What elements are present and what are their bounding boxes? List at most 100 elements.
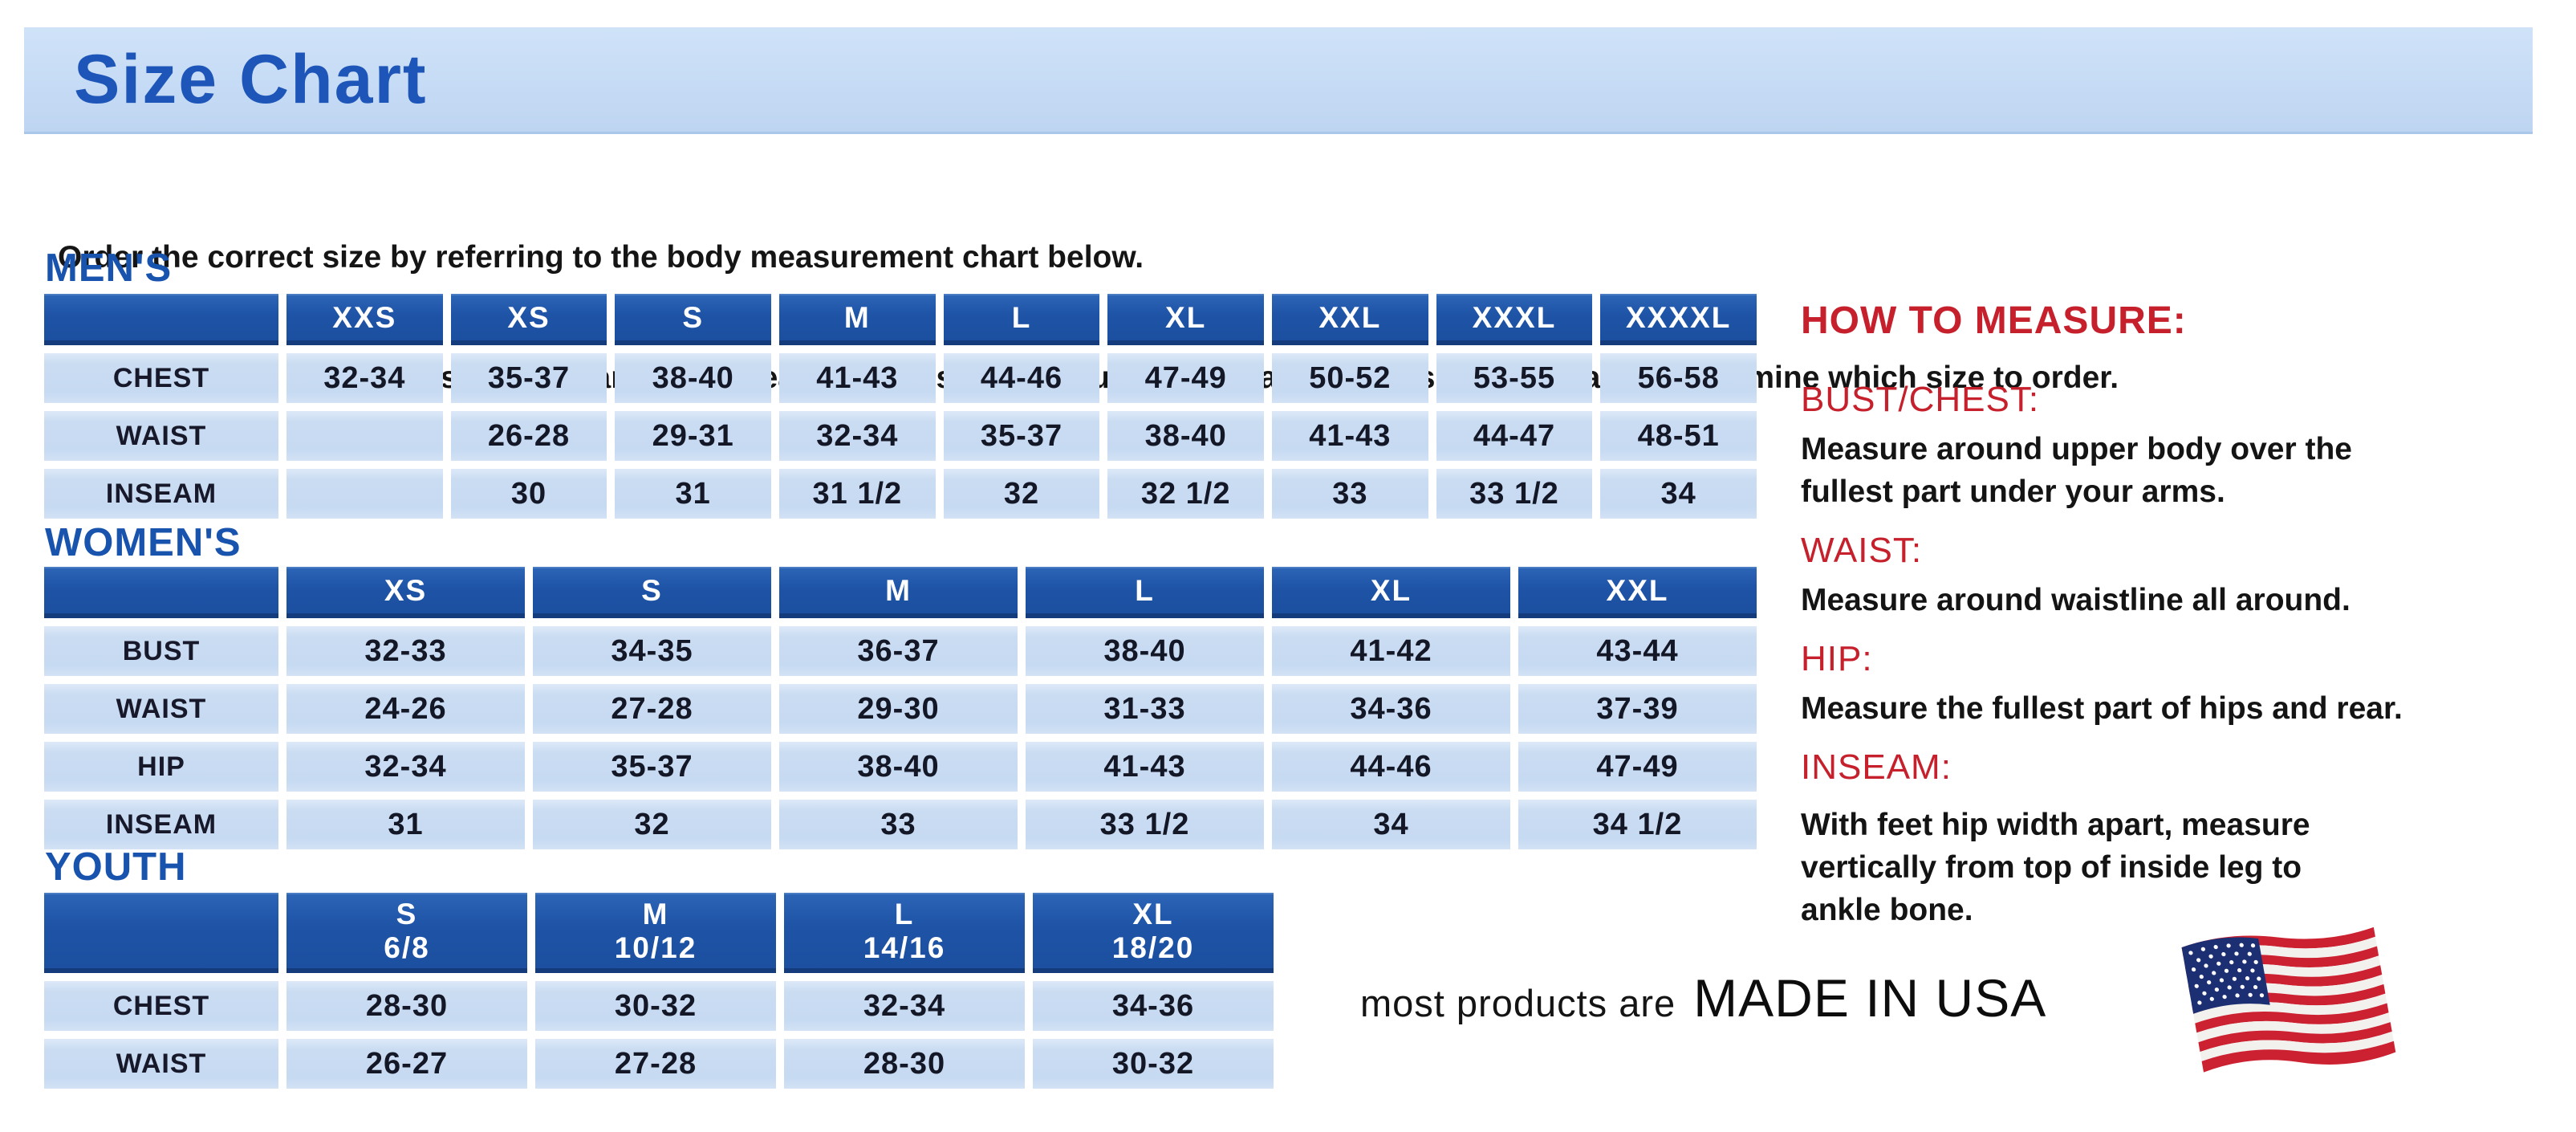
measure-label: WAIST: xyxy=(1801,531,1923,570)
table-corner-cell xyxy=(44,294,278,345)
column-header: M 10/12 xyxy=(535,893,776,973)
size-cell: 33 xyxy=(1272,469,1428,519)
size-cell: 37-39 xyxy=(1518,684,1757,734)
page-title: Size Chart xyxy=(74,40,428,118)
size-cell: 28-30 xyxy=(784,1039,1025,1089)
size-cell: 32 xyxy=(943,469,1100,519)
size-cell: 53-55 xyxy=(1436,353,1593,403)
size-cell: 47-49 xyxy=(1107,353,1264,403)
size-cell: 34 xyxy=(1600,469,1757,519)
measure-label: INSEAM: xyxy=(1801,747,1952,787)
made-in-usa-line: most products are MADE IN USA xyxy=(1360,967,2046,1028)
column-header: M xyxy=(779,294,936,345)
size-cell xyxy=(286,411,443,461)
title-banner: Size Chart xyxy=(24,27,2533,134)
size-cell: 38-40 xyxy=(1107,411,1264,461)
size-cell: 27-28 xyxy=(533,684,771,734)
size-cell: 44-46 xyxy=(1272,742,1510,792)
size-cell: 41-43 xyxy=(1272,411,1428,461)
size-cell: 34-36 xyxy=(1272,684,1510,734)
size-cell: 34 xyxy=(1272,800,1510,849)
size-cell: 24-26 xyxy=(286,684,525,734)
size-cell: 34-36 xyxy=(1033,981,1274,1031)
measure-text: Measure around waistline all around. xyxy=(1801,583,2350,617)
size-cell: 31 1/2 xyxy=(779,469,936,519)
column-header: XXL xyxy=(1272,294,1428,345)
column-header: XXL xyxy=(1518,567,1757,618)
measure-label: HIP: xyxy=(1801,639,1873,678)
how-to-measure-heading: HOW TO MEASURE: xyxy=(1801,299,2187,342)
measure-item-hip: HIP: Measure the fullest part of hips an… xyxy=(1801,639,2571,730)
size-cell: 32-34 xyxy=(784,981,1025,1031)
size-cell: 34-35 xyxy=(533,626,771,676)
measure-text: With feet hip width apart, measure verti… xyxy=(1801,808,2310,927)
size-cell: 48-51 xyxy=(1600,411,1757,461)
column-header: XXXL xyxy=(1436,294,1593,345)
size-cell: 38-40 xyxy=(779,742,1018,792)
size-cell: 34 1/2 xyxy=(1518,800,1757,849)
row-label: HIP xyxy=(44,742,278,792)
size-cell: 31-33 xyxy=(1026,684,1264,734)
column-header: XS xyxy=(286,567,525,618)
size-cell: 35-37 xyxy=(450,353,607,403)
size-cell: 38-40 xyxy=(615,353,771,403)
mens-section-heading: MEN'S xyxy=(45,246,173,290)
column-header: L xyxy=(943,294,1100,345)
measure-item-waist: WAIST: Measure around waistline all arou… xyxy=(1801,531,2571,621)
size-cell: 33 1/2 xyxy=(1026,800,1264,849)
size-cell: 35-37 xyxy=(943,411,1100,461)
size-cell: 32 1/2 xyxy=(1107,469,1264,519)
size-cell: 47-49 xyxy=(1518,742,1757,792)
column-header: L 14/16 xyxy=(784,893,1025,973)
row-label: INSEAM xyxy=(44,469,278,519)
size-cell: 32 xyxy=(533,800,771,849)
column-header: XL xyxy=(1272,567,1510,618)
size-cell: 32-34 xyxy=(286,742,525,792)
size-cell: 30 xyxy=(450,469,607,519)
footer-prefix: most products are xyxy=(1360,982,1676,1024)
measure-text: Measure around upper body over the fulle… xyxy=(1801,432,2352,509)
measure-text: Measure the fullest part of hips and rea… xyxy=(1801,691,2403,726)
youth-section-heading: YOUTH xyxy=(45,845,187,889)
mens-size-table: XXS XS S M L XL XXL XXXL XXXXL CHEST 32-34 35-37 38-… xyxy=(44,294,1757,519)
size-cell: 36-37 xyxy=(779,626,1018,676)
intro-line-1: Order the correct size by referring to t… xyxy=(58,240,1144,275)
womens-section-heading: WOMEN'S xyxy=(45,521,242,564)
size-cell: 32-33 xyxy=(286,626,525,676)
size-cell: 32-34 xyxy=(286,353,443,403)
made-in-usa-text: MADE IN USA xyxy=(1693,968,2047,1028)
measure-label: BUST/CHEST: xyxy=(1801,380,2040,419)
size-cell: 43-44 xyxy=(1518,626,1757,676)
size-cell: 56-58 xyxy=(1600,353,1757,403)
size-cell: 30-32 xyxy=(1033,1039,1274,1089)
size-cell: 29-30 xyxy=(779,684,1018,734)
table-corner-cell xyxy=(44,567,278,618)
measure-item-inseam: INSEAM: With feet hip width apart, measu… xyxy=(1801,747,2571,931)
size-cell: 38-40 xyxy=(1026,626,1264,676)
size-cell: 41-42 xyxy=(1272,626,1510,676)
womens-size-table: XS S M L XL XXL BUST 32-33 34-35 36-37 38-40 41-42 4… xyxy=(44,567,1757,849)
size-cell: 31 xyxy=(286,800,525,849)
size-cell: 26-27 xyxy=(286,1039,527,1089)
size-cell: 27-28 xyxy=(535,1039,776,1089)
row-label: CHEST xyxy=(44,353,278,403)
size-cell: 26-28 xyxy=(450,411,607,461)
row-label: WAIST xyxy=(44,411,278,461)
size-cell: 28-30 xyxy=(286,981,527,1031)
size-cell xyxy=(286,469,443,519)
size-cell: 29-31 xyxy=(615,411,771,461)
youth-size-table: S 6/8 M 10/12 L 14/16 XL 18/20 CHEST 28-30 30-… xyxy=(44,893,1274,1089)
row-label: CHEST xyxy=(44,981,278,1031)
size-cell: 33 1/2 xyxy=(1436,469,1593,519)
table-corner-cell xyxy=(44,893,278,973)
measure-item-bust-chest: BUST/CHEST: Measure around upper body ov… xyxy=(1801,380,2571,513)
column-header: XL xyxy=(1107,294,1264,345)
us-flag-icon xyxy=(2164,922,2404,1090)
row-label: WAIST xyxy=(44,1039,278,1089)
row-label: INSEAM xyxy=(44,800,278,849)
column-header: XL 18/20 xyxy=(1033,893,1274,973)
column-header: XS xyxy=(450,294,607,345)
size-cell: 50-52 xyxy=(1272,353,1428,403)
column-header: S 6/8 xyxy=(286,893,527,973)
column-header: XXS xyxy=(286,294,443,345)
